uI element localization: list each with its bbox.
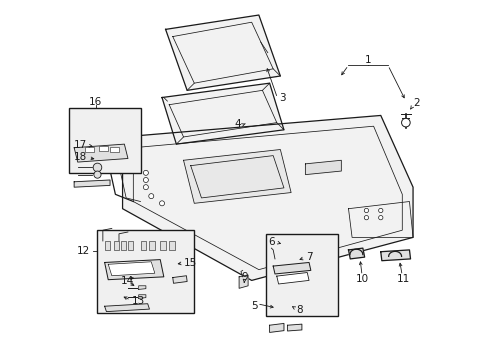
Polygon shape	[108, 262, 155, 276]
Bar	[169, 241, 174, 250]
Polygon shape	[74, 144, 128, 162]
Polygon shape	[165, 15, 280, 90]
Polygon shape	[287, 324, 301, 331]
Bar	[69, 108, 140, 173]
Text: 15: 15	[184, 258, 197, 268]
Text: 7: 7	[305, 252, 312, 262]
Circle shape	[159, 201, 164, 206]
Bar	[97, 230, 194, 313]
Bar	[149, 241, 155, 250]
Polygon shape	[348, 248, 364, 259]
Polygon shape	[380, 250, 410, 261]
Circle shape	[143, 170, 148, 175]
Bar	[110, 147, 119, 152]
Polygon shape	[305, 160, 341, 175]
Polygon shape	[104, 260, 163, 280]
Bar	[85, 147, 94, 152]
Polygon shape	[74, 180, 110, 187]
Text: 14: 14	[121, 276, 134, 286]
Circle shape	[364, 216, 368, 220]
Circle shape	[143, 185, 148, 190]
Text: 4: 4	[234, 119, 241, 129]
Circle shape	[143, 177, 148, 183]
Bar	[99, 145, 108, 151]
Polygon shape	[122, 116, 412, 280]
Polygon shape	[139, 295, 145, 298]
Circle shape	[93, 163, 102, 172]
Bar	[128, 241, 133, 250]
Circle shape	[378, 208, 382, 213]
Bar	[113, 241, 119, 250]
Circle shape	[378, 216, 382, 220]
Polygon shape	[139, 286, 145, 289]
Circle shape	[148, 194, 153, 199]
Text: 1: 1	[364, 55, 371, 65]
Circle shape	[401, 118, 409, 127]
Text: 10: 10	[356, 274, 368, 284]
Bar	[121, 241, 126, 250]
Bar	[104, 241, 110, 250]
Text: 5: 5	[251, 301, 257, 311]
Circle shape	[364, 208, 368, 213]
Polygon shape	[183, 149, 290, 203]
Text: 16: 16	[89, 97, 102, 107]
Text: 9: 9	[241, 272, 247, 282]
Text: 12: 12	[76, 246, 89, 256]
Bar	[265, 234, 337, 316]
Text: 8: 8	[296, 305, 303, 315]
Text: 2: 2	[412, 98, 419, 108]
Text: 17: 17	[73, 140, 86, 150]
Text: 6: 6	[267, 237, 274, 247]
Polygon shape	[276, 273, 308, 284]
Polygon shape	[269, 323, 284, 332]
Text: 13: 13	[132, 296, 145, 306]
Polygon shape	[172, 276, 187, 283]
Text: 3: 3	[279, 93, 285, 103]
Polygon shape	[239, 275, 247, 288]
Polygon shape	[162, 83, 284, 144]
Circle shape	[94, 171, 101, 178]
Text: 18: 18	[73, 152, 86, 162]
Text: 11: 11	[396, 274, 409, 284]
Polygon shape	[104, 304, 149, 312]
Bar	[140, 241, 145, 250]
Polygon shape	[273, 262, 310, 274]
Bar	[160, 241, 165, 250]
